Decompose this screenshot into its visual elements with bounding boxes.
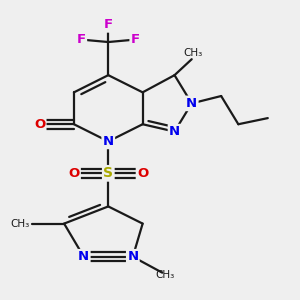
Text: N: N — [186, 97, 197, 110]
Text: N: N — [78, 250, 89, 263]
Text: N: N — [169, 125, 180, 138]
Text: F: F — [104, 18, 113, 32]
Text: O: O — [68, 167, 80, 180]
Text: CH₃: CH₃ — [11, 219, 30, 229]
Text: CH₃: CH₃ — [155, 270, 174, 280]
Text: O: O — [137, 167, 148, 180]
Text: O: O — [34, 118, 45, 131]
Text: F: F — [77, 33, 86, 46]
Text: N: N — [127, 250, 138, 263]
Text: N: N — [103, 135, 114, 148]
Text: CH₃: CH₃ — [183, 48, 202, 58]
Text: F: F — [131, 33, 140, 46]
Text: S: S — [103, 166, 113, 180]
